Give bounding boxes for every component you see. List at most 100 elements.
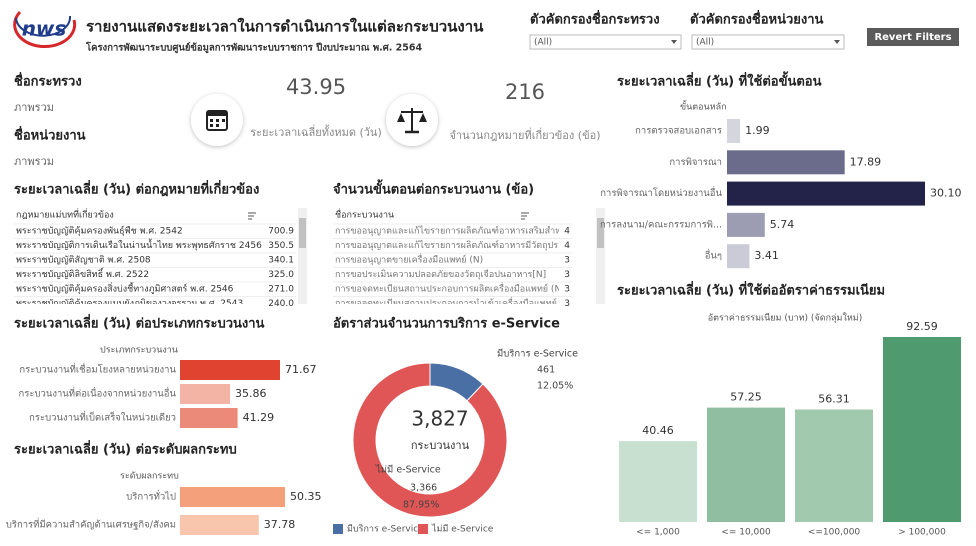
cell: 4 bbox=[564, 227, 570, 237]
value-label: 30.10 bbox=[930, 187, 962, 200]
value-label: 57.25 bbox=[730, 391, 762, 404]
calendar-icon bbox=[191, 94, 243, 146]
bar bbox=[727, 181, 925, 206]
table-title: จำนวนขั้นตอนต่อกระบวนงาน (ข้อ) bbox=[333, 179, 534, 198]
filter-label: ตัวคัดกรองชื่อกระทรวง bbox=[530, 10, 660, 28]
category-label: การลงนาม/คณะกรรมการพิ... bbox=[600, 219, 722, 230]
logo-text: nws bbox=[22, 17, 67, 41]
cell: 3 bbox=[564, 299, 570, 309]
bar bbox=[619, 441, 697, 522]
value-label: 5.74 bbox=[770, 218, 795, 231]
cell: พระราชบัญญัติคุ้มครองแบบผังภูมิของวงจรรว… bbox=[16, 298, 243, 309]
category-label: กระบวนงานที่ต่อเนื่องจากหน่วยงานอื่น bbox=[19, 387, 177, 400]
legend-label: มีบริการ e-Service bbox=[347, 524, 424, 535]
subtitle: โครงการพัฒนาระบบศูนย์ข้อมูลการพัฒนาระบบร… bbox=[85, 42, 423, 55]
bar bbox=[795, 409, 873, 522]
sort-icon[interactable] bbox=[521, 212, 529, 220]
cell: 350.5 bbox=[268, 241, 294, 251]
kpi-label: ระยะเวลาเฉลี่ยทั้งหมด (วัน) bbox=[250, 124, 382, 139]
cell: 3 bbox=[564, 256, 570, 266]
bar bbox=[180, 408, 238, 428]
x-tick-label: > 100,000 bbox=[898, 528, 946, 538]
dropdown[interactable]: (All) bbox=[691, 34, 845, 50]
kpi-value: 216 bbox=[505, 80, 545, 104]
value-label: 1.99 bbox=[745, 124, 770, 137]
value-label: 35.86 bbox=[235, 387, 267, 400]
info-value: ภาพรวม bbox=[14, 155, 54, 168]
bar bbox=[727, 119, 741, 143]
cell: พระราชบัญญัติคุ้มครองสิ่งบ่งชี้ทางภูมิศา… bbox=[16, 282, 234, 295]
cell: การขอจดทะเบียนสถานประกอบการผลิตเครื่องมื… bbox=[335, 282, 565, 295]
cell: พระราชบัญญัติสัญชาติ พ.ศ. 2508 bbox=[16, 255, 151, 266]
cell: 325.0 bbox=[268, 270, 294, 280]
slice-value: 461 bbox=[537, 365, 555, 376]
table-title: ระยะเวลาเฉลี่ย (วัน) ต่อกฎหมายที่เกี่ยวข… bbox=[14, 180, 259, 198]
category-label: กระบวนงานที่เชื่อมโยงหลายหน่วยงาน bbox=[19, 363, 176, 376]
scrollbar[interactable] bbox=[596, 208, 605, 304]
dropdown-value: (All) bbox=[534, 38, 552, 48]
value-label: 41.29 bbox=[243, 411, 275, 424]
logo: nws bbox=[13, 10, 77, 49]
info-heading: ชื่อหน่วยงาน bbox=[14, 126, 86, 144]
cell: 3 bbox=[564, 285, 570, 295]
info-value: ภาพรวม bbox=[14, 101, 54, 114]
cell: การขออนุญาตและแก้ไขรายการผลิตภัณฑ์อาหารเ… bbox=[335, 225, 575, 237]
cell: 3 bbox=[564, 270, 570, 280]
bar bbox=[180, 384, 231, 404]
value-label: 3.41 bbox=[754, 249, 779, 262]
cell: พระราชบัญญัติการเดินเรือในน่านน้ำไทย พระ… bbox=[16, 238, 262, 251]
cell: 700.9 bbox=[268, 227, 294, 237]
value-label: 40.46 bbox=[642, 424, 674, 437]
filter-label: ตัวคัดกรองชื่อหน่วยงาน bbox=[690, 10, 824, 28]
chart-title: ระยะเวลาเฉลี่ย (วัน) ต่อประเภทกระบวนงาน bbox=[14, 314, 265, 332]
cell: การขออนุญาตขายเครื่องมือแพทย์ (N) bbox=[335, 253, 483, 266]
value-label: 37.78 bbox=[264, 518, 296, 531]
cell: 4 bbox=[564, 241, 570, 251]
category-label: การพิจารณา bbox=[669, 157, 722, 168]
x-tick-label: <= 1,000 bbox=[636, 528, 680, 538]
category-label: การตรวจสอบเอกสาร bbox=[635, 126, 722, 137]
chart-title: ระยะเวลาเฉลี่ย (วัน) ที่ใช้ต่ออัตราค่าธร… bbox=[617, 281, 885, 299]
axis-title: อัตราค่าธรรมเนียม (บาท) (จัดกลุ่มใหม่) bbox=[708, 313, 862, 324]
revert-button[interactable]: Revert Filters bbox=[867, 28, 959, 46]
sort-icon[interactable] bbox=[248, 212, 256, 220]
bar bbox=[883, 337, 961, 522]
cell: 240.0 bbox=[268, 299, 294, 309]
cell: 340.1 bbox=[268, 256, 294, 266]
slice-label: ไม่มี e-Service bbox=[375, 464, 441, 476]
bar bbox=[727, 150, 845, 175]
center-label: กระบวนงาน bbox=[411, 439, 470, 452]
slice-label: มีบริการ e-Service bbox=[497, 348, 578, 360]
axis-title: ประเภทกระบวนงาน bbox=[100, 346, 178, 356]
category-label: อื่นๆ bbox=[704, 249, 722, 262]
column-header: ชื่อกระบวนงาน bbox=[335, 208, 394, 221]
chart-title: อัตราส่วนจำนวนการบริการ e-Service bbox=[333, 316, 560, 332]
cell: การขอจดทะเบียนสถานประกอบการนำเข้าเครื่อง… bbox=[335, 296, 574, 309]
category-label: กระบวนงานที่เบ็ดเสร็จในหน่วยเดียว bbox=[29, 411, 176, 424]
bar bbox=[727, 212, 765, 237]
category-label: บริการที่มีความสำคัญด้านเศรษฐกิจ/สังคม bbox=[6, 518, 176, 531]
category-label: การพิจารณาโดยหน่วยงานอื่น bbox=[600, 186, 722, 199]
slice-value: 3,366 bbox=[410, 483, 437, 494]
bar bbox=[707, 407, 785, 522]
column-header: กฎหมายแม่บทที่เกี่ยวข้อง bbox=[16, 208, 114, 221]
x-tick-label: <=100,000 bbox=[808, 528, 861, 538]
legend-swatch bbox=[333, 524, 343, 534]
axis-title: ขั้นตอนหลัก bbox=[680, 100, 727, 113]
cell: พระราชบัญญัติลิขสิทธิ์ พ.ศ. 2522 bbox=[16, 267, 149, 280]
kpi-value: 43.95 bbox=[286, 75, 346, 99]
category-label: บริการทั่วไป bbox=[126, 490, 176, 503]
scrollbar[interactable] bbox=[298, 208, 307, 304]
chart-title: ระยะเวลาเฉลี่ย (วัน) ที่ใช้ต่อขั้นตอน bbox=[617, 71, 822, 90]
x-tick-label: <= 10,000 bbox=[721, 528, 771, 538]
scale-icon bbox=[386, 94, 438, 146]
value-label: 17.89 bbox=[850, 155, 882, 168]
dropdown[interactable]: (All) bbox=[529, 34, 682, 50]
bar bbox=[180, 360, 280, 380]
cell: 271.0 bbox=[268, 285, 294, 295]
value-label: 50.35 bbox=[290, 490, 322, 503]
value-label: 71.67 bbox=[285, 363, 317, 376]
legend-swatch bbox=[418, 524, 428, 534]
center-value: 3,827 bbox=[411, 407, 468, 431]
legend-label: ไม่มี e-Service bbox=[431, 524, 494, 535]
